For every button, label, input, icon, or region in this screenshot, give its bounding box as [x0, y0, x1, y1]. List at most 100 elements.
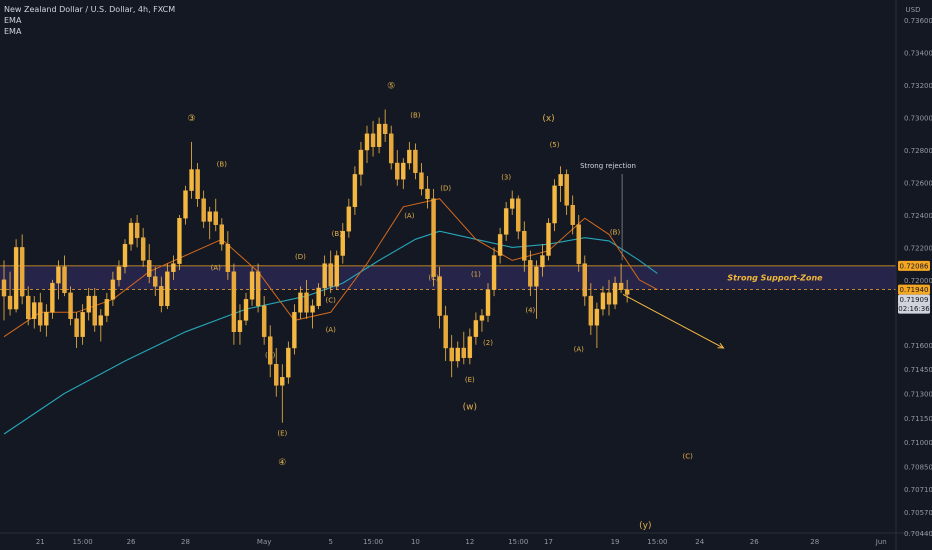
candle [419, 163, 424, 196]
candle [413, 143, 418, 180]
candle [231, 263, 237, 345]
candle [153, 266, 158, 297]
candle [382, 109, 388, 142]
candle [189, 141, 194, 199]
candle [159, 276, 164, 313]
candle [606, 279, 612, 316]
candle [255, 263, 261, 313]
candle [298, 286, 303, 319]
zone-label: Strong Support-Zone [727, 274, 823, 283]
time-tick-label: 21 [36, 538, 45, 546]
projection-arrow-head [717, 342, 725, 349]
candle [612, 276, 618, 310]
candle [116, 260, 122, 287]
time-tick-label: 15:00 [363, 538, 383, 546]
wave-label: (A) [404, 212, 415, 220]
time-axis[interactable]: 21 15:00 26 28 May 5 15:00 10 12 15:00 17 19 15:00 24… [36, 538, 887, 546]
wave-label: (D) [440, 185, 451, 193]
price-tick-label: 0.70570 [904, 509, 932, 517]
candle [503, 201, 509, 241]
candle-layer [1, 109, 630, 423]
indicator-ema-1[interactable]: EMA [4, 16, 22, 25]
time-tick-label: 24 [695, 538, 704, 546]
wave-label: (A) [326, 326, 337, 334]
candle [243, 292, 249, 326]
candle [552, 179, 557, 232]
candle [443, 305, 448, 361]
wave-label: (E) [465, 376, 475, 384]
price-axis[interactable]: 0.73600 0.73400 0.73200 0.73000 0.72800 0.726… [904, 17, 932, 538]
wave-label: (2) [483, 339, 493, 347]
wave-label: (y) [639, 521, 651, 531]
candle [7, 271, 13, 316]
candle [479, 309, 485, 332]
price-tick-label: 0.71150 [904, 415, 932, 423]
time-tick-label: 15:00 [73, 538, 93, 546]
candle [431, 188, 436, 287]
price-tick-label: 0.70440 [904, 530, 932, 538]
time-tick-label: 5 [328, 538, 332, 546]
wave-label: ⑤ [387, 81, 395, 91]
candle [140, 227, 146, 267]
candle [146, 244, 152, 284]
candle [304, 279, 309, 319]
price-tick-label: 0.73400 [904, 50, 932, 58]
support-zone-band [0, 265, 896, 290]
candle [497, 227, 503, 264]
wave-label: (4) [525, 306, 535, 314]
candle [358, 141, 364, 186]
annotation-layer: ③ (B) (A) (C) (D) (E) ④ (A) (B) (C) ⑤ (B) (A) (D) (C) (… [188, 81, 725, 531]
price-tick-label: 0.72200 [904, 244, 932, 252]
candle [624, 279, 630, 303]
candle [437, 266, 442, 329]
candle [80, 304, 85, 345]
candle [171, 255, 176, 280]
svg-text:0.71909: 0.71909 [900, 296, 929, 304]
candle [225, 231, 231, 280]
candle [340, 223, 345, 264]
candle [98, 309, 104, 342]
candle [280, 364, 285, 423]
wave-label: (w) [463, 403, 477, 413]
candle [594, 302, 600, 349]
candle [110, 271, 116, 306]
candle [600, 286, 606, 316]
candle [201, 190, 206, 228]
price-tag: 0.71940 [898, 284, 930, 295]
candle [395, 150, 400, 186]
candle [461, 331, 466, 365]
wave-label: (A) [211, 264, 222, 272]
price-tick-label: 0.72000 [904, 277, 932, 285]
candle [32, 296, 37, 329]
wave-label: (B) [610, 228, 621, 236]
candle [558, 166, 563, 202]
time-tick-label: 17 [544, 538, 553, 546]
time-tick-label: 28 [181, 538, 190, 546]
price-tick-label: 0.72400 [904, 212, 932, 220]
candle [292, 304, 297, 355]
wave-label: ③ [188, 114, 196, 124]
candle [122, 239, 128, 274]
wave-label: (B) [332, 230, 343, 238]
wave-label: (B) [410, 112, 421, 120]
wave-label: (3) [501, 173, 511, 181]
time-tick-label: 12 [465, 538, 474, 546]
candle [564, 169, 569, 215]
candle [540, 244, 545, 277]
indicator-ema-2[interactable]: EMA [4, 27, 22, 36]
wave-label: (E) [277, 430, 287, 438]
candle [376, 117, 382, 154]
support-zone-layer: Strong Support-Zone [0, 265, 896, 290]
candle [570, 195, 575, 235]
ema-slow-line [3, 230, 658, 435]
candle [183, 185, 188, 225]
wave-label: (C) [265, 352, 276, 360]
price-tick-label: 0.71000 [904, 439, 932, 447]
time-tick-label: Jun [875, 538, 887, 546]
candle [491, 247, 497, 297]
wave-label: ④ [278, 458, 286, 468]
price-tick-label: 0.70850 [904, 463, 932, 471]
wave-label: (D) [295, 253, 306, 261]
candle [38, 292, 43, 332]
